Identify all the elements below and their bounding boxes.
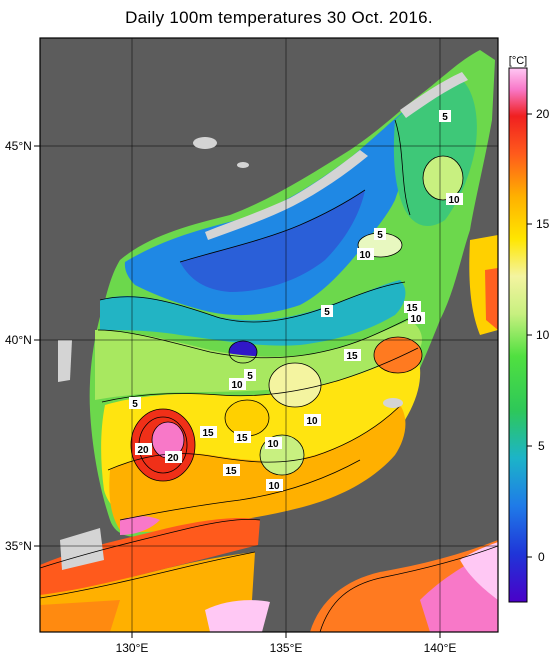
colorbar-ticks bbox=[527, 113, 532, 558]
colorbar-tick-20: 20 bbox=[536, 107, 550, 121]
contour-label: 15 bbox=[346, 351, 358, 362]
contour-label: 10 bbox=[231, 380, 243, 391]
lat-label-45n: 45°N bbox=[5, 139, 32, 153]
contour-labels: 5 10 5 10 15 10 5 15 5 10 5 10 15 15 10 … bbox=[129, 110, 463, 492]
contour-label: 10 bbox=[410, 314, 422, 325]
contour-label: 15 bbox=[225, 466, 237, 477]
lon-label-140e: 140°E bbox=[424, 641, 457, 655]
contour-label: 15 bbox=[236, 433, 248, 444]
contour-label: 10 bbox=[448, 195, 460, 206]
colorbar-tick-0: 0 bbox=[538, 550, 545, 564]
lat-label-40n: 40°N bbox=[5, 333, 32, 347]
colorbar-tick-10: 10 bbox=[536, 328, 550, 342]
contour-label: 5 bbox=[247, 371, 253, 382]
contour-label: 10 bbox=[267, 439, 279, 450]
map-frame bbox=[39, 37, 499, 633]
colorbar-tick-15: 15 bbox=[536, 217, 550, 231]
colorbar-tick-5: 5 bbox=[538, 439, 545, 453]
no-data-fringe bbox=[58, 72, 468, 570]
contour-label: 5 bbox=[442, 112, 448, 123]
colorbar-unit: [°C] bbox=[509, 55, 527, 67]
map-title: Daily 100m temperatures 30 Oct. 2016. bbox=[125, 8, 433, 27]
contour-label: 20 bbox=[137, 445, 149, 456]
contour-label: 5 bbox=[132, 399, 138, 410]
isotherm-lines bbox=[40, 119, 498, 632]
lat-label-35n: 35°N bbox=[5, 539, 32, 553]
frame-ticks bbox=[34, 145, 441, 638]
islands bbox=[193, 137, 403, 408]
contour-label: 15 bbox=[406, 303, 418, 314]
contour-label: 10 bbox=[306, 416, 318, 427]
lon-label-130e: 130°E bbox=[116, 641, 149, 655]
sea-temperature-field bbox=[40, 50, 498, 632]
colorbar bbox=[508, 67, 528, 603]
contour-label: 10 bbox=[268, 481, 280, 492]
lon-label-135e: 135°E bbox=[270, 641, 303, 655]
contour-label: 10 bbox=[359, 250, 371, 261]
contour-label: 20 bbox=[167, 453, 179, 464]
contour-label: 15 bbox=[202, 428, 214, 439]
map-area bbox=[40, 38, 498, 632]
contour-label: 5 bbox=[324, 307, 330, 318]
contour-label: 5 bbox=[377, 230, 383, 241]
